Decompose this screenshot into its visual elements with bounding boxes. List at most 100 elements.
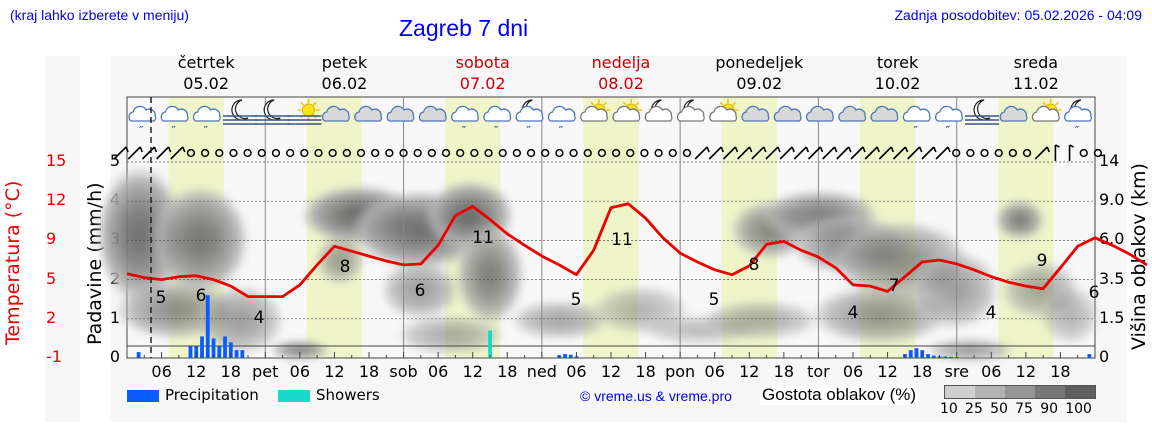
wind-barbs-row [113, 144, 1103, 161]
day-header-5: torek 10.02 [838, 52, 958, 94]
x-tick-label: 18 [774, 362, 794, 381]
x-tick-label: 12 [877, 362, 897, 381]
calm-wind-icon [371, 148, 380, 158]
calm-wind-icon [427, 148, 437, 158]
temperature-value-label: 6 [415, 281, 426, 301]
cloudy-icon [773, 105, 802, 122]
x-tick-label: 06 [566, 362, 586, 381]
x-tick-label: 06 [981, 362, 1001, 381]
calm-wind-icon [994, 148, 1003, 158]
calm-wind-icon [441, 148, 451, 158]
wind-barb-icon [694, 146, 708, 160]
moon-fog-icon [222, 99, 257, 125]
cloudy-icon [354, 105, 383, 122]
calm-wind-icon [257, 148, 266, 158]
x-axis-ticks: 06 12 18 pet 06 12 18 sob 06 12 18 ned 06 12 18 pon 06 12… [143, 352, 1079, 381]
cloudy-icon [870, 105, 899, 122]
temperature-axis-panel [45, 56, 80, 422]
svg-text:″: ″ [914, 125, 919, 136]
precipitation-bars [136, 295, 1092, 358]
wind-barb-icon [921, 146, 935, 160]
wind-barb-icon [807, 146, 822, 160]
x-tick-label: 12 [601, 362, 621, 381]
day-header-3: nedelja 08.02 [561, 52, 681, 94]
cloudy-rain-icon: ″ [547, 105, 576, 136]
calm-wind-icon [456, 148, 465, 158]
wind-barb-icon [878, 146, 892, 160]
legend-precipitation: Precipitation [127, 386, 259, 404]
wind-barb-icon [141, 146, 155, 160]
cloud-density-title: Gostota oblakov (%) [760, 385, 919, 405]
day-header-4: ponedeljek 09.02 [699, 52, 819, 94]
density-color-bar [944, 385, 1096, 399]
x-tick-label: tor [807, 362, 830, 381]
temperature-value-label: 11 [472, 228, 494, 248]
precipitation-bar [136, 352, 141, 358]
svg-text:″: ″ [559, 125, 564, 136]
temperature-value-label: 8 [340, 257, 351, 277]
calm-wind-icon [555, 148, 564, 158]
wind-barb-icon [765, 146, 779, 160]
cloudy-rain-icon: ″ [192, 105, 221, 136]
svg-text:″: ″ [494, 125, 499, 136]
calm-wind-icon [682, 148, 692, 158]
credit-link[interactable]: © vreme.us & vreme.pro [580, 388, 732, 404]
precipitation-bar [926, 354, 930, 358]
calm-wind-icon [541, 148, 550, 158]
density-tick-labels: 10 25 50 75 90 100 [940, 401, 1092, 417]
svg-text:″: ″ [204, 125, 209, 136]
axis-tick: 9 [46, 229, 57, 249]
sun-fog-icon [287, 99, 322, 125]
calm-wind-icon [342, 148, 351, 158]
calm-wind-icon [328, 148, 337, 158]
precipitation-bar [234, 350, 239, 358]
day-date: 05.02 [183, 74, 230, 93]
calm-wind-icon [399, 148, 408, 158]
sun-cloud-icon [1031, 99, 1062, 122]
precipitation-bar [908, 350, 913, 358]
calm-wind-icon [215, 148, 224, 158]
day-name: petek [321, 53, 368, 72]
axis-tick: -1 [46, 347, 62, 366]
temperature-value-label: 5 [571, 290, 582, 310]
sun-cloud-icon [612, 99, 643, 122]
calm-wind-icon [1093, 148, 1103, 158]
calm-wind-icon [385, 148, 394, 158]
last-update: Zadnja posodobitev: 05.02.2026 - 04:09 [894, 7, 1142, 23]
x-tick-label: pet [252, 362, 278, 381]
precipitation-bar [943, 356, 948, 358]
precipitation-bar [211, 338, 216, 358]
axis-tick: 12 [46, 190, 67, 210]
x-tick-label: ned [527, 362, 557, 381]
wind-barb-icon [113, 146, 127, 160]
day-name: torek [876, 53, 919, 72]
calm-wind-icon [626, 148, 635, 158]
axis-tick: 3.5 [1099, 268, 1125, 288]
cloudy-icon [321, 105, 350, 122]
axis-tick: 5 [109, 151, 120, 170]
day-name: sobota [455, 53, 510, 72]
sun-cloud-icon [709, 99, 739, 122]
day-header-2: sobota 07.02 [423, 52, 543, 94]
precipitation-swatch [127, 389, 159, 402]
x-tick-label: 18 [1050, 362, 1070, 381]
x-tick-label: 12 [1016, 362, 1036, 381]
temperature-value-label: 5 [709, 290, 720, 310]
wind-barb-icon [722, 146, 737, 160]
x-tick-label: 18 [221, 362, 241, 381]
moon-cloud-icon [644, 99, 673, 122]
calm-wind-icon [200, 148, 210, 158]
svg-text:″: ″ [171, 125, 176, 136]
cloudy-rain-icon: ″ [160, 105, 189, 136]
legend-showers: Showers [278, 386, 380, 404]
calm-wind-icon [300, 148, 309, 158]
axis-tick: 5 [46, 268, 57, 288]
x-tick-label: 12 [324, 362, 344, 381]
temperature-line [126, 202, 1148, 299]
cloudy-icon [741, 105, 770, 122]
temperature-value-label: 5 [156, 288, 167, 308]
temperature-value-label: 6 [1089, 283, 1100, 303]
precipitation-bar [563, 354, 567, 358]
x-tick-label: 12 [186, 362, 206, 381]
wind-barb-icon [156, 146, 170, 160]
